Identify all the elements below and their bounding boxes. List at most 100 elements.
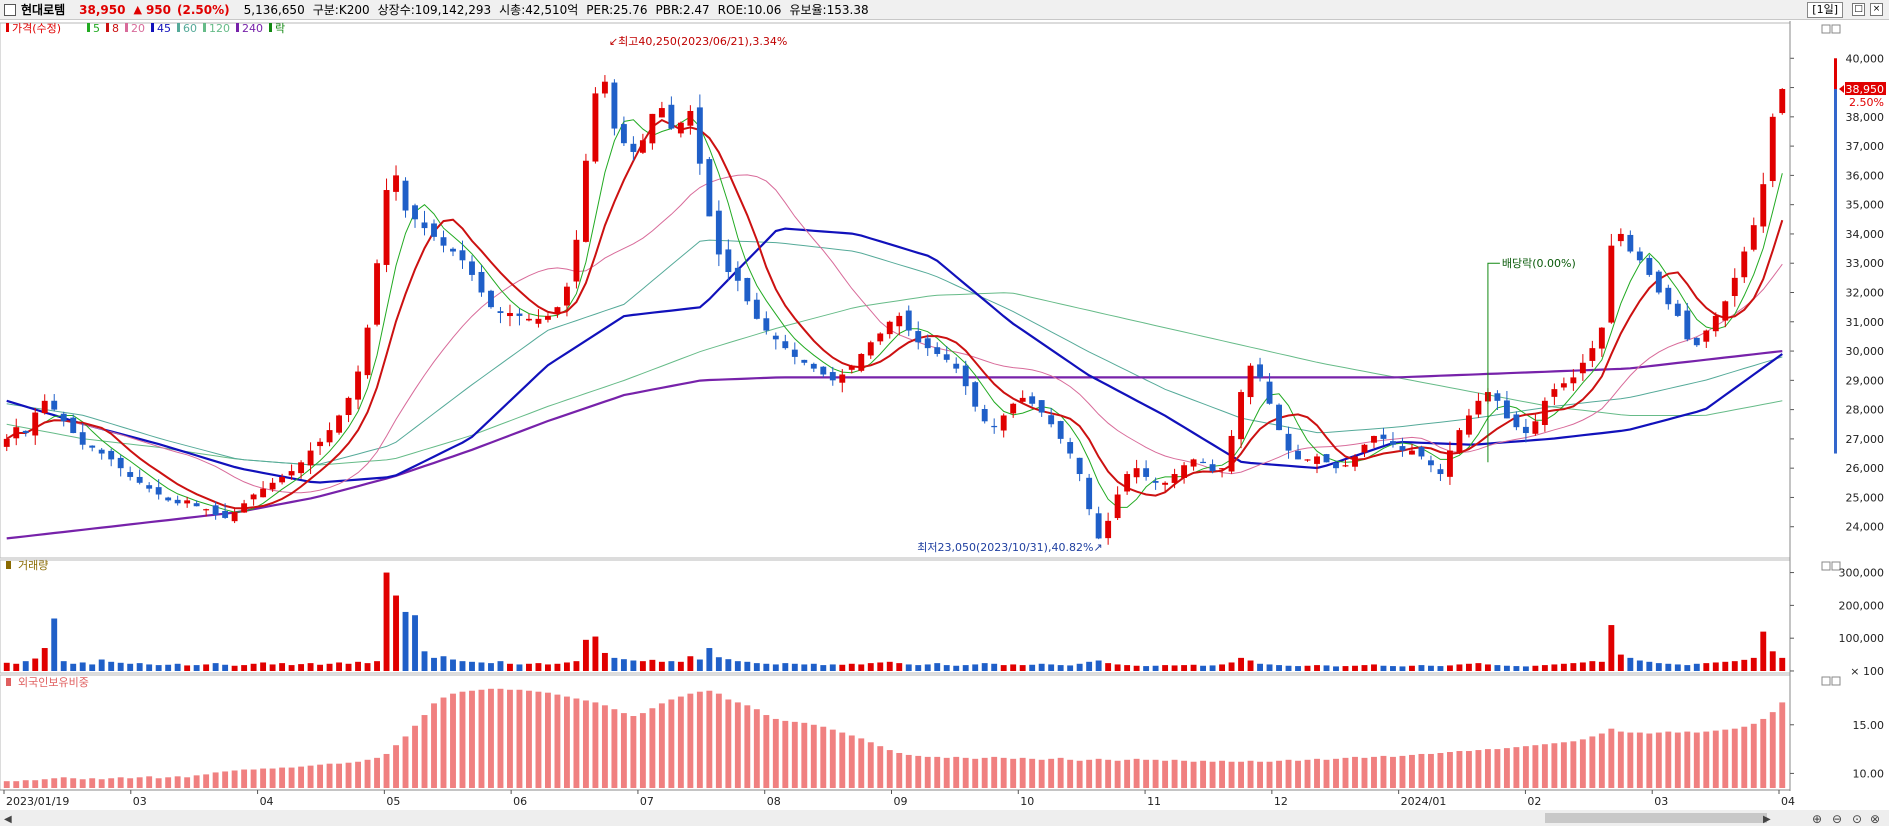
candle-body[interactable] xyxy=(3,438,10,447)
candle-body[interactable] xyxy=(1779,89,1786,114)
panel-maximize-icon[interactable] xyxy=(1821,24,1831,34)
candle-body[interactable] xyxy=(497,311,504,313)
candle-body[interactable] xyxy=(1674,303,1681,316)
candle-body[interactable] xyxy=(1475,400,1482,415)
candle-body[interactable] xyxy=(1257,364,1263,378)
candle-body[interactable] xyxy=(1579,362,1586,374)
candle-body[interactable] xyxy=(1693,337,1700,346)
candle-body[interactable] xyxy=(535,318,542,324)
candle-body[interactable] xyxy=(22,430,29,434)
candle-body[interactable] xyxy=(117,457,124,469)
candle-body[interactable] xyxy=(1371,435,1377,443)
candle-body[interactable] xyxy=(1617,233,1624,242)
candle-body[interactable] xyxy=(336,415,343,433)
candle-body[interactable] xyxy=(269,482,276,490)
candle-body[interactable] xyxy=(526,318,532,321)
candle-body[interactable] xyxy=(1114,494,1121,519)
zoom-reset-icon[interactable]: ⊙ xyxy=(1852,812,1862,826)
candle-body[interactable] xyxy=(317,441,324,447)
candle-body[interactable] xyxy=(383,190,390,265)
period-selector[interactable]: [1일] xyxy=(1807,2,1843,18)
candle-body[interactable] xyxy=(1560,383,1567,388)
select-checkbox[interactable] xyxy=(4,3,16,16)
candle-body[interactable] xyxy=(858,353,865,371)
candle-body[interactable] xyxy=(1076,457,1083,475)
candle-body[interactable] xyxy=(1399,446,1406,451)
candle-body[interactable] xyxy=(1276,404,1282,431)
candle-body[interactable] xyxy=(905,310,912,331)
candle-body[interactable] xyxy=(1722,301,1729,321)
candle-body[interactable] xyxy=(507,312,513,317)
candle-body[interactable] xyxy=(867,342,874,356)
candle-body[interactable] xyxy=(32,412,39,436)
candle-body[interactable] xyxy=(1551,389,1558,397)
candle-body[interactable] xyxy=(155,487,162,495)
stock-name[interactable]: 현대로템 xyxy=(21,3,66,17)
candle-body[interactable] xyxy=(307,450,314,466)
candle-body[interactable] xyxy=(1627,234,1634,252)
candle-body[interactable] xyxy=(1133,468,1140,478)
price-panel[interactable]: 가격(수정) 5 8 20 45 60 120 240 락 24,000 25,000 26,000… xyxy=(3,21,1886,791)
candle-body[interactable] xyxy=(469,261,475,275)
candle-body[interactable] xyxy=(962,365,969,387)
candle-body[interactable] xyxy=(1456,430,1463,453)
candle-body[interactable] xyxy=(1712,315,1719,332)
candle-body[interactable] xyxy=(13,427,20,439)
candle-body[interactable] xyxy=(877,333,884,342)
candle-body[interactable] xyxy=(924,338,931,349)
candle-body[interactable] xyxy=(744,277,751,302)
candle-body[interactable] xyxy=(563,286,570,306)
candle-body[interactable] xyxy=(734,267,741,281)
candle-body[interactable] xyxy=(250,494,257,500)
candle-body[interactable] xyxy=(1494,393,1501,401)
candle-body[interactable] xyxy=(1323,454,1330,463)
scrollbar-track[interactable] xyxy=(0,810,1889,826)
candle-body[interactable] xyxy=(1465,415,1472,435)
candle-body[interactable] xyxy=(715,210,722,255)
candle-body[interactable] xyxy=(1418,447,1425,457)
candle-body[interactable] xyxy=(1190,459,1197,467)
candle-body[interactable] xyxy=(1390,441,1396,445)
candle-body[interactable] xyxy=(1731,277,1738,297)
candle-body[interactable] xyxy=(592,93,599,162)
candle-body[interactable] xyxy=(545,315,551,320)
candle-body[interactable] xyxy=(1760,184,1767,227)
volume-panel[interactable]: 거래량 × 100 100,000 200,000 300,000 xyxy=(3,559,1884,678)
scroll-left-icon[interactable]: ◀ xyxy=(4,814,12,825)
panel-maximize-icon[interactable] xyxy=(1821,676,1831,686)
candle-body[interactable] xyxy=(1181,465,1188,478)
candle-body[interactable] xyxy=(991,425,998,428)
candle-body[interactable] xyxy=(1437,469,1444,475)
candle-body[interactable] xyxy=(184,500,191,504)
candle-body[interactable] xyxy=(1105,520,1112,539)
candle-body[interactable] xyxy=(611,82,618,129)
candle-body[interactable] xyxy=(174,499,181,504)
candle-body[interactable] xyxy=(345,397,352,416)
candle-body[interactable] xyxy=(810,363,817,369)
scroll-right-icon[interactable]: ▶ xyxy=(1763,814,1771,825)
candle-body[interactable] xyxy=(212,505,219,516)
candle-body[interactable] xyxy=(1304,459,1311,461)
candle-body[interactable] xyxy=(1209,464,1216,472)
candle-body[interactable] xyxy=(326,430,333,443)
candle-body[interactable] xyxy=(848,365,855,370)
candle-body[interactable] xyxy=(915,331,922,343)
candle-body[interactable] xyxy=(136,476,143,483)
candle-body[interactable] xyxy=(1143,468,1150,477)
candle-body[interactable] xyxy=(1124,474,1131,492)
candle-body[interactable] xyxy=(393,175,399,192)
candle-body[interactable] xyxy=(440,237,447,246)
panel-close-icon[interactable] xyxy=(1831,561,1841,571)
zoom-out-icon[interactable]: ⊖ xyxy=(1832,812,1842,826)
candle-body[interactable] xyxy=(1219,468,1226,470)
candle-body[interactable] xyxy=(1541,400,1548,426)
candle-body[interactable] xyxy=(241,503,248,513)
candle-body[interactable] xyxy=(953,363,960,369)
candle-body[interactable] xyxy=(1247,365,1254,398)
candle-body[interactable] xyxy=(374,263,380,325)
candle-body[interactable] xyxy=(801,359,808,363)
candle-body[interactable] xyxy=(1095,513,1102,539)
candle-body[interactable] xyxy=(772,335,779,340)
candle-body[interactable] xyxy=(1000,415,1007,431)
candle-body[interactable] xyxy=(1010,403,1017,414)
